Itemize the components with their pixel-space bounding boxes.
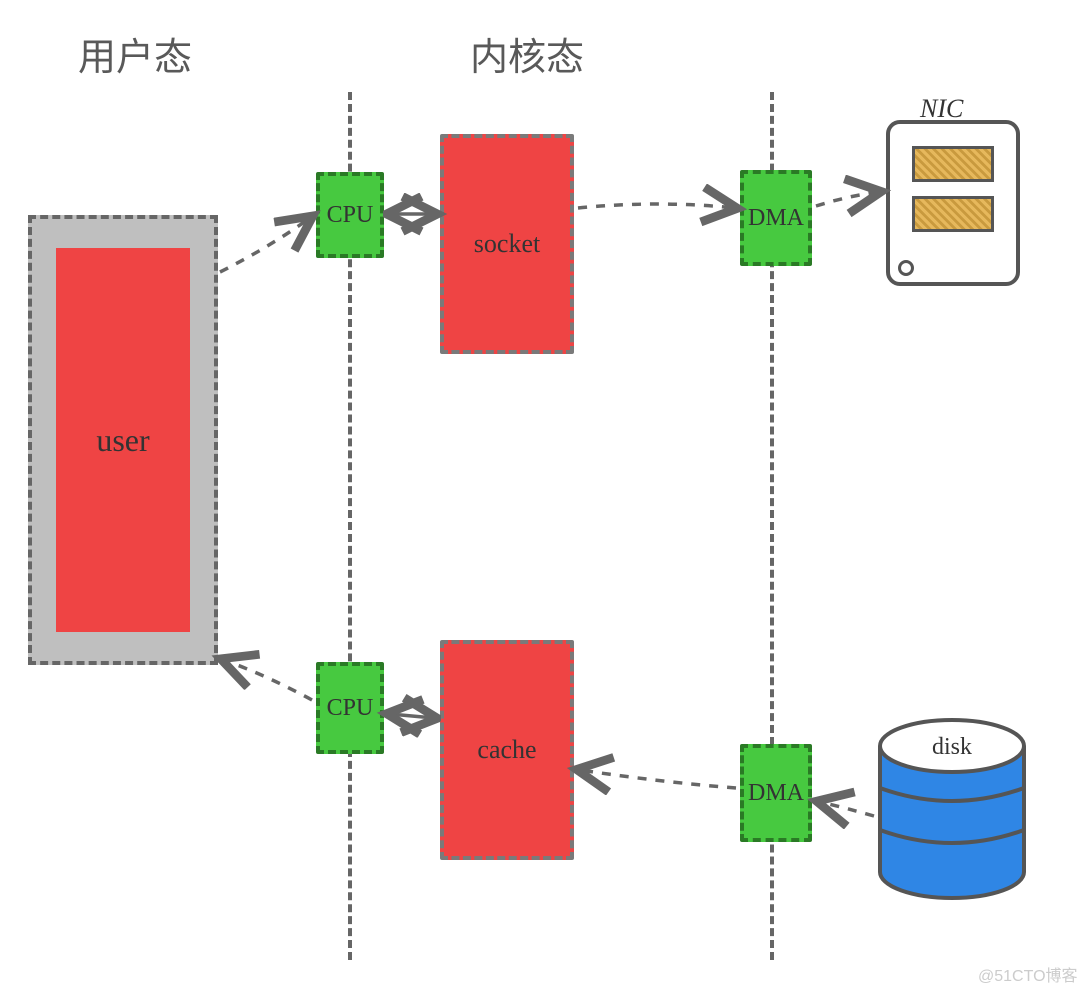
cache-label: cache xyxy=(477,735,536,765)
arrow-disk-to-dma xyxy=(820,802,874,816)
cpu-bottom-label: CPU xyxy=(327,695,374,722)
diagram-canvas: 用户态 内核态 user CPU socket DMA NIC CPU cach… xyxy=(0,0,1080,984)
nic-slot-1 xyxy=(912,146,994,182)
cpu-top-box: CPU xyxy=(316,172,384,258)
dma-top-box: DMA xyxy=(740,170,812,266)
arrow-dma-to-nic xyxy=(816,192,878,206)
user-label: user xyxy=(96,422,149,459)
socket-box: socket xyxy=(440,134,574,354)
dma-bottom-box: DMA xyxy=(740,744,812,842)
disk-icon: disk xyxy=(878,716,1038,906)
arrow-dma-to-cache xyxy=(580,770,736,788)
disk-label: disk xyxy=(932,734,972,760)
dma-bottom-label: DMA xyxy=(748,780,804,807)
nic-button-icon xyxy=(898,260,914,276)
dma-top-label: DMA xyxy=(748,205,804,232)
arrow-user-to-cpu xyxy=(220,218,310,272)
cpu-bottom-box: CPU xyxy=(316,662,384,754)
cache-box: cache xyxy=(440,640,574,860)
watermark-text: @51CTO博客 xyxy=(978,962,1078,986)
heading-kernel-mode: 内核态 xyxy=(470,26,584,81)
cpu-top-label: CPU xyxy=(327,202,374,229)
socket-label: socket xyxy=(474,229,540,259)
nic-slot-2 xyxy=(912,196,994,232)
arrow-socket-to-dma xyxy=(578,204,734,208)
arrow-cache-to-cpu xyxy=(390,714,434,718)
heading-user-mode: 用户态 xyxy=(78,26,192,81)
user-inner-box: user xyxy=(56,248,190,632)
nic-device-icon xyxy=(886,120,1020,286)
arrow-cpu-to-user xyxy=(224,660,312,700)
